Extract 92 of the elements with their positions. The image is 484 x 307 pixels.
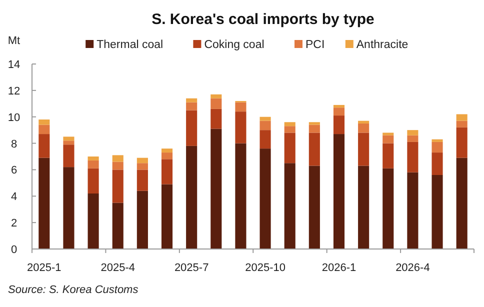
bar bbox=[161, 148, 173, 153]
y-tick-label: 4 bbox=[10, 191, 18, 204]
bar bbox=[308, 132, 320, 166]
bar bbox=[63, 140, 74, 145]
bar bbox=[235, 102, 246, 112]
bar bbox=[112, 162, 124, 170]
bar bbox=[358, 166, 370, 249]
bar bbox=[38, 124, 50, 134]
bar bbox=[333, 116, 345, 134]
bar bbox=[235, 112, 246, 144]
bar bbox=[284, 132, 296, 164]
bar bbox=[358, 120, 370, 124]
x-tick-label: 2025-7 bbox=[174, 262, 209, 274]
bar bbox=[88, 156, 99, 160]
y-tick-label: 0 bbox=[10, 244, 18, 256]
x-tick-label: 2025-1 bbox=[27, 262, 62, 274]
bar bbox=[407, 135, 418, 142]
x-tick-label: 2026-1 bbox=[322, 262, 356, 274]
bar bbox=[186, 98, 198, 102]
bar bbox=[333, 134, 345, 249]
y-tick-label: 14 bbox=[8, 59, 20, 71]
bar bbox=[136, 163, 148, 170]
bar bbox=[260, 116, 271, 121]
bar bbox=[63, 167, 74, 249]
y-axis-title: Mt bbox=[8, 35, 20, 47]
bar bbox=[308, 122, 320, 125]
bar bbox=[382, 132, 394, 136]
bar bbox=[88, 168, 99, 194]
bar bbox=[456, 120, 468, 128]
bar bbox=[407, 142, 418, 172]
bar bbox=[112, 155, 124, 162]
bar bbox=[161, 184, 173, 249]
bar bbox=[382, 135, 394, 144]
bar bbox=[88, 160, 99, 168]
bar bbox=[308, 124, 320, 133]
bar bbox=[456, 114, 468, 121]
bar bbox=[136, 190, 148, 249]
bar bbox=[308, 166, 320, 249]
bar bbox=[382, 168, 394, 249]
x-tick-label: 2026-4 bbox=[396, 262, 430, 274]
bar bbox=[186, 102, 198, 110]
x-tick-label: 2025-10 bbox=[245, 262, 286, 274]
bar bbox=[186, 110, 198, 146]
bar bbox=[38, 134, 50, 158]
bar bbox=[210, 128, 222, 249]
bar bbox=[210, 98, 222, 109]
bar bbox=[284, 163, 296, 249]
legend-label: Anthracite bbox=[356, 39, 408, 51]
bar bbox=[161, 152, 173, 160]
legend-label: Coking coal bbox=[204, 39, 264, 51]
bar bbox=[161, 159, 173, 184]
bar bbox=[407, 172, 418, 249]
bar bbox=[186, 146, 198, 249]
bar bbox=[432, 175, 443, 249]
bar bbox=[136, 170, 148, 191]
y-tick-label: 12 bbox=[8, 85, 20, 98]
bar bbox=[88, 194, 99, 249]
chart-title: S. Korea's coal imports by type bbox=[152, 11, 374, 28]
bar bbox=[260, 130, 271, 149]
bar bbox=[382, 143, 394, 168]
bar bbox=[432, 139, 443, 142]
bar bbox=[260, 120, 271, 130]
source-note: Source: S. Korea Customs bbox=[8, 284, 139, 296]
bar bbox=[63, 144, 74, 168]
legend-label: Thermal coal bbox=[96, 39, 164, 51]
bar bbox=[456, 158, 468, 249]
bar bbox=[38, 120, 50, 125]
bar bbox=[284, 122, 296, 126]
bar bbox=[456, 127, 468, 158]
bar bbox=[358, 132, 370, 166]
bar bbox=[235, 143, 246, 249]
y-tick-label: 6 bbox=[10, 164, 18, 177]
y-tick-label: 8 bbox=[10, 138, 18, 150]
bar bbox=[284, 126, 296, 133]
bar bbox=[112, 170, 124, 203]
bar bbox=[333, 108, 345, 116]
y-tick-label: 2 bbox=[10, 218, 18, 230]
bar bbox=[407, 130, 418, 136]
bar bbox=[432, 152, 443, 175]
bar bbox=[333, 104, 345, 108]
bar bbox=[358, 123, 370, 133]
bar bbox=[210, 94, 222, 98]
y-tick-label: 10 bbox=[8, 112, 20, 124]
x-tick-label: 2025-4 bbox=[100, 262, 135, 274]
bar bbox=[63, 136, 74, 141]
bar bbox=[260, 148, 271, 249]
bar bbox=[136, 158, 148, 164]
bar bbox=[432, 142, 443, 153]
legend-label: PCI bbox=[306, 39, 325, 51]
bar bbox=[210, 108, 222, 129]
bar bbox=[112, 202, 124, 249]
bar bbox=[38, 158, 50, 249]
